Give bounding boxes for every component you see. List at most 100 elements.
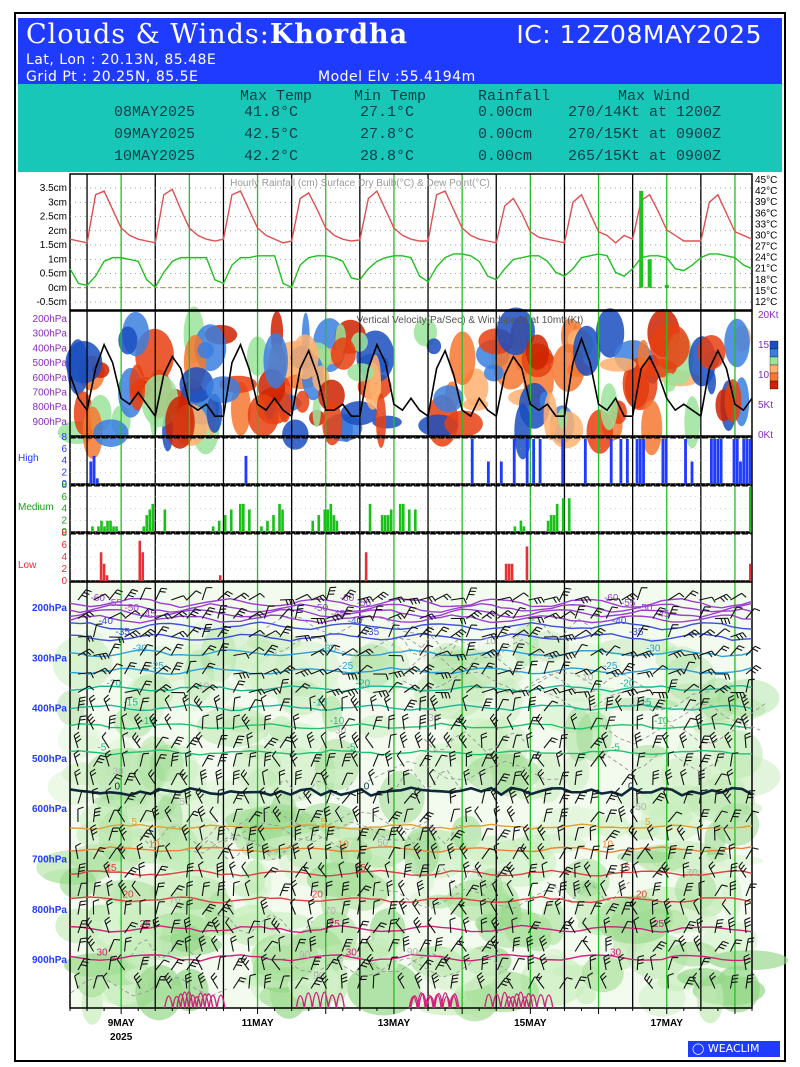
isotherm-label: 0 [114, 782, 120, 793]
wind-barb-flag [459, 654, 464, 661]
wind-barb-staff [590, 680, 597, 693]
wind-barb-flag [187, 866, 194, 869]
wind-barb [557, 824, 565, 841]
humidity-blob [72, 735, 101, 750]
wind-barb-staff [730, 592, 742, 601]
wind-barb-flag [600, 972, 606, 978]
wind-barb-staff [357, 648, 370, 656]
wind-barb [310, 826, 320, 841]
humidity-blob [170, 924, 204, 953]
wind-barb [170, 610, 188, 619]
wind-barb-staff [201, 662, 210, 675]
wind-barb [124, 588, 139, 601]
isotherm-label: -20 [106, 678, 121, 689]
wind-barb-staff [574, 754, 580, 767]
wind-barb-flag [150, 716, 156, 722]
wind-barb [676, 824, 686, 841]
wind-barb-flag [207, 665, 214, 669]
wind-barb-staff [403, 606, 412, 619]
wind-barb-flag [725, 734, 731, 740]
wind-barb [77, 806, 84, 823]
wind-barb-staff [511, 920, 514, 934]
wind-barb-flag [555, 650, 561, 657]
wind-barb-flag [344, 612, 351, 615]
wind-barb-flag [678, 935, 684, 940]
rh-contour-label: 90 [299, 950, 311, 961]
initial-condition: IC: 12Z08MAY2025 [516, 20, 762, 49]
wind-barb [198, 935, 207, 952]
wind-barb-staff [155, 883, 160, 897]
wind-barb-flag [527, 957, 534, 962]
wind-barb [77, 685, 95, 693]
wind-barb-staff [606, 598, 620, 601]
wind-barb [574, 643, 588, 656]
wind-barb-flag [453, 723, 460, 727]
isotherm-label: -50 [124, 603, 139, 614]
wind-barb-flag [744, 732, 751, 736]
wind-barb-staff [246, 735, 250, 749]
wind-barb [693, 898, 700, 915]
humidity-blob [527, 631, 569, 662]
wind-barb-flag [364, 862, 369, 868]
wind-barb-flag [132, 631, 138, 637]
wind-barb-staff [232, 680, 240, 693]
wind-barb-flag [259, 592, 265, 598]
wind-barb-flag [709, 731, 715, 737]
wind-barb-flag [78, 869, 85, 873]
wind-barb [357, 885, 372, 897]
wind-barb [181, 824, 190, 841]
high-cloud-bar [742, 439, 746, 484]
wind-barb-flag [415, 975, 422, 981]
isotherm-label: 10 [602, 839, 614, 850]
wind-barb-staff [155, 865, 163, 878]
wind-barb-flag [707, 651, 713, 658]
wind-barb-flag [534, 629, 541, 633]
wind-barb-flag [736, 606, 743, 609]
humidity-blob [708, 950, 789, 971]
wind-barb-flag [154, 923, 160, 928]
wind-barb-flag [526, 935, 533, 940]
wind-barb-flag [617, 668, 623, 675]
wind-barb [605, 668, 623, 677]
wind-barb-flag [224, 593, 231, 598]
wind-barb-flag [314, 982, 321, 986]
medium-cloud-bar [552, 515, 556, 532]
wind-barb-flag [368, 768, 374, 774]
wind-barb-flag [116, 663, 123, 667]
isotherm-label: -30 [322, 643, 337, 654]
wind-barb [584, 879, 592, 897]
wind-barb-flag [195, 682, 202, 687]
high-cloud-bar [525, 439, 529, 484]
wind-barb [136, 842, 144, 860]
wind-barb-flag [613, 902, 620, 906]
wind-barb-flag [560, 881, 567, 884]
wind-barb-flag [659, 699, 666, 702]
wind-barb-flag [728, 916, 735, 921]
wind-barb [386, 787, 394, 804]
wind-barb [668, 650, 685, 659]
wind-barb-flag [736, 647, 743, 652]
wind-barb [465, 624, 478, 638]
wind-barb-flag [514, 774, 521, 777]
wind-barb [342, 673, 358, 680]
wind-barb-flag [129, 665, 136, 668]
wind-barb-flag [143, 835, 150, 838]
wind-barb [450, 679, 461, 693]
wind-barb-staff [450, 679, 456, 693]
wind-barb-flag [106, 879, 113, 884]
wind-barb-flag [678, 827, 684, 833]
wind-barb-flag [586, 668, 592, 674]
wind-barb-flag [716, 922, 723, 925]
wind-barb-staff [590, 811, 600, 823]
rh-contour [343, 957, 508, 978]
wind-barb-flag [694, 629, 700, 635]
wind-barb-staff [403, 793, 413, 804]
wind-barb [155, 587, 168, 601]
wind-barb-flag [184, 916, 190, 921]
wind-barb-flag [122, 750, 128, 755]
wind-barb-flag [594, 683, 601, 686]
wind-barb-flag [185, 794, 192, 799]
wind-barb-flag [225, 898, 231, 904]
wind-barb [151, 805, 160, 823]
wind-barb-flag [96, 760, 103, 764]
